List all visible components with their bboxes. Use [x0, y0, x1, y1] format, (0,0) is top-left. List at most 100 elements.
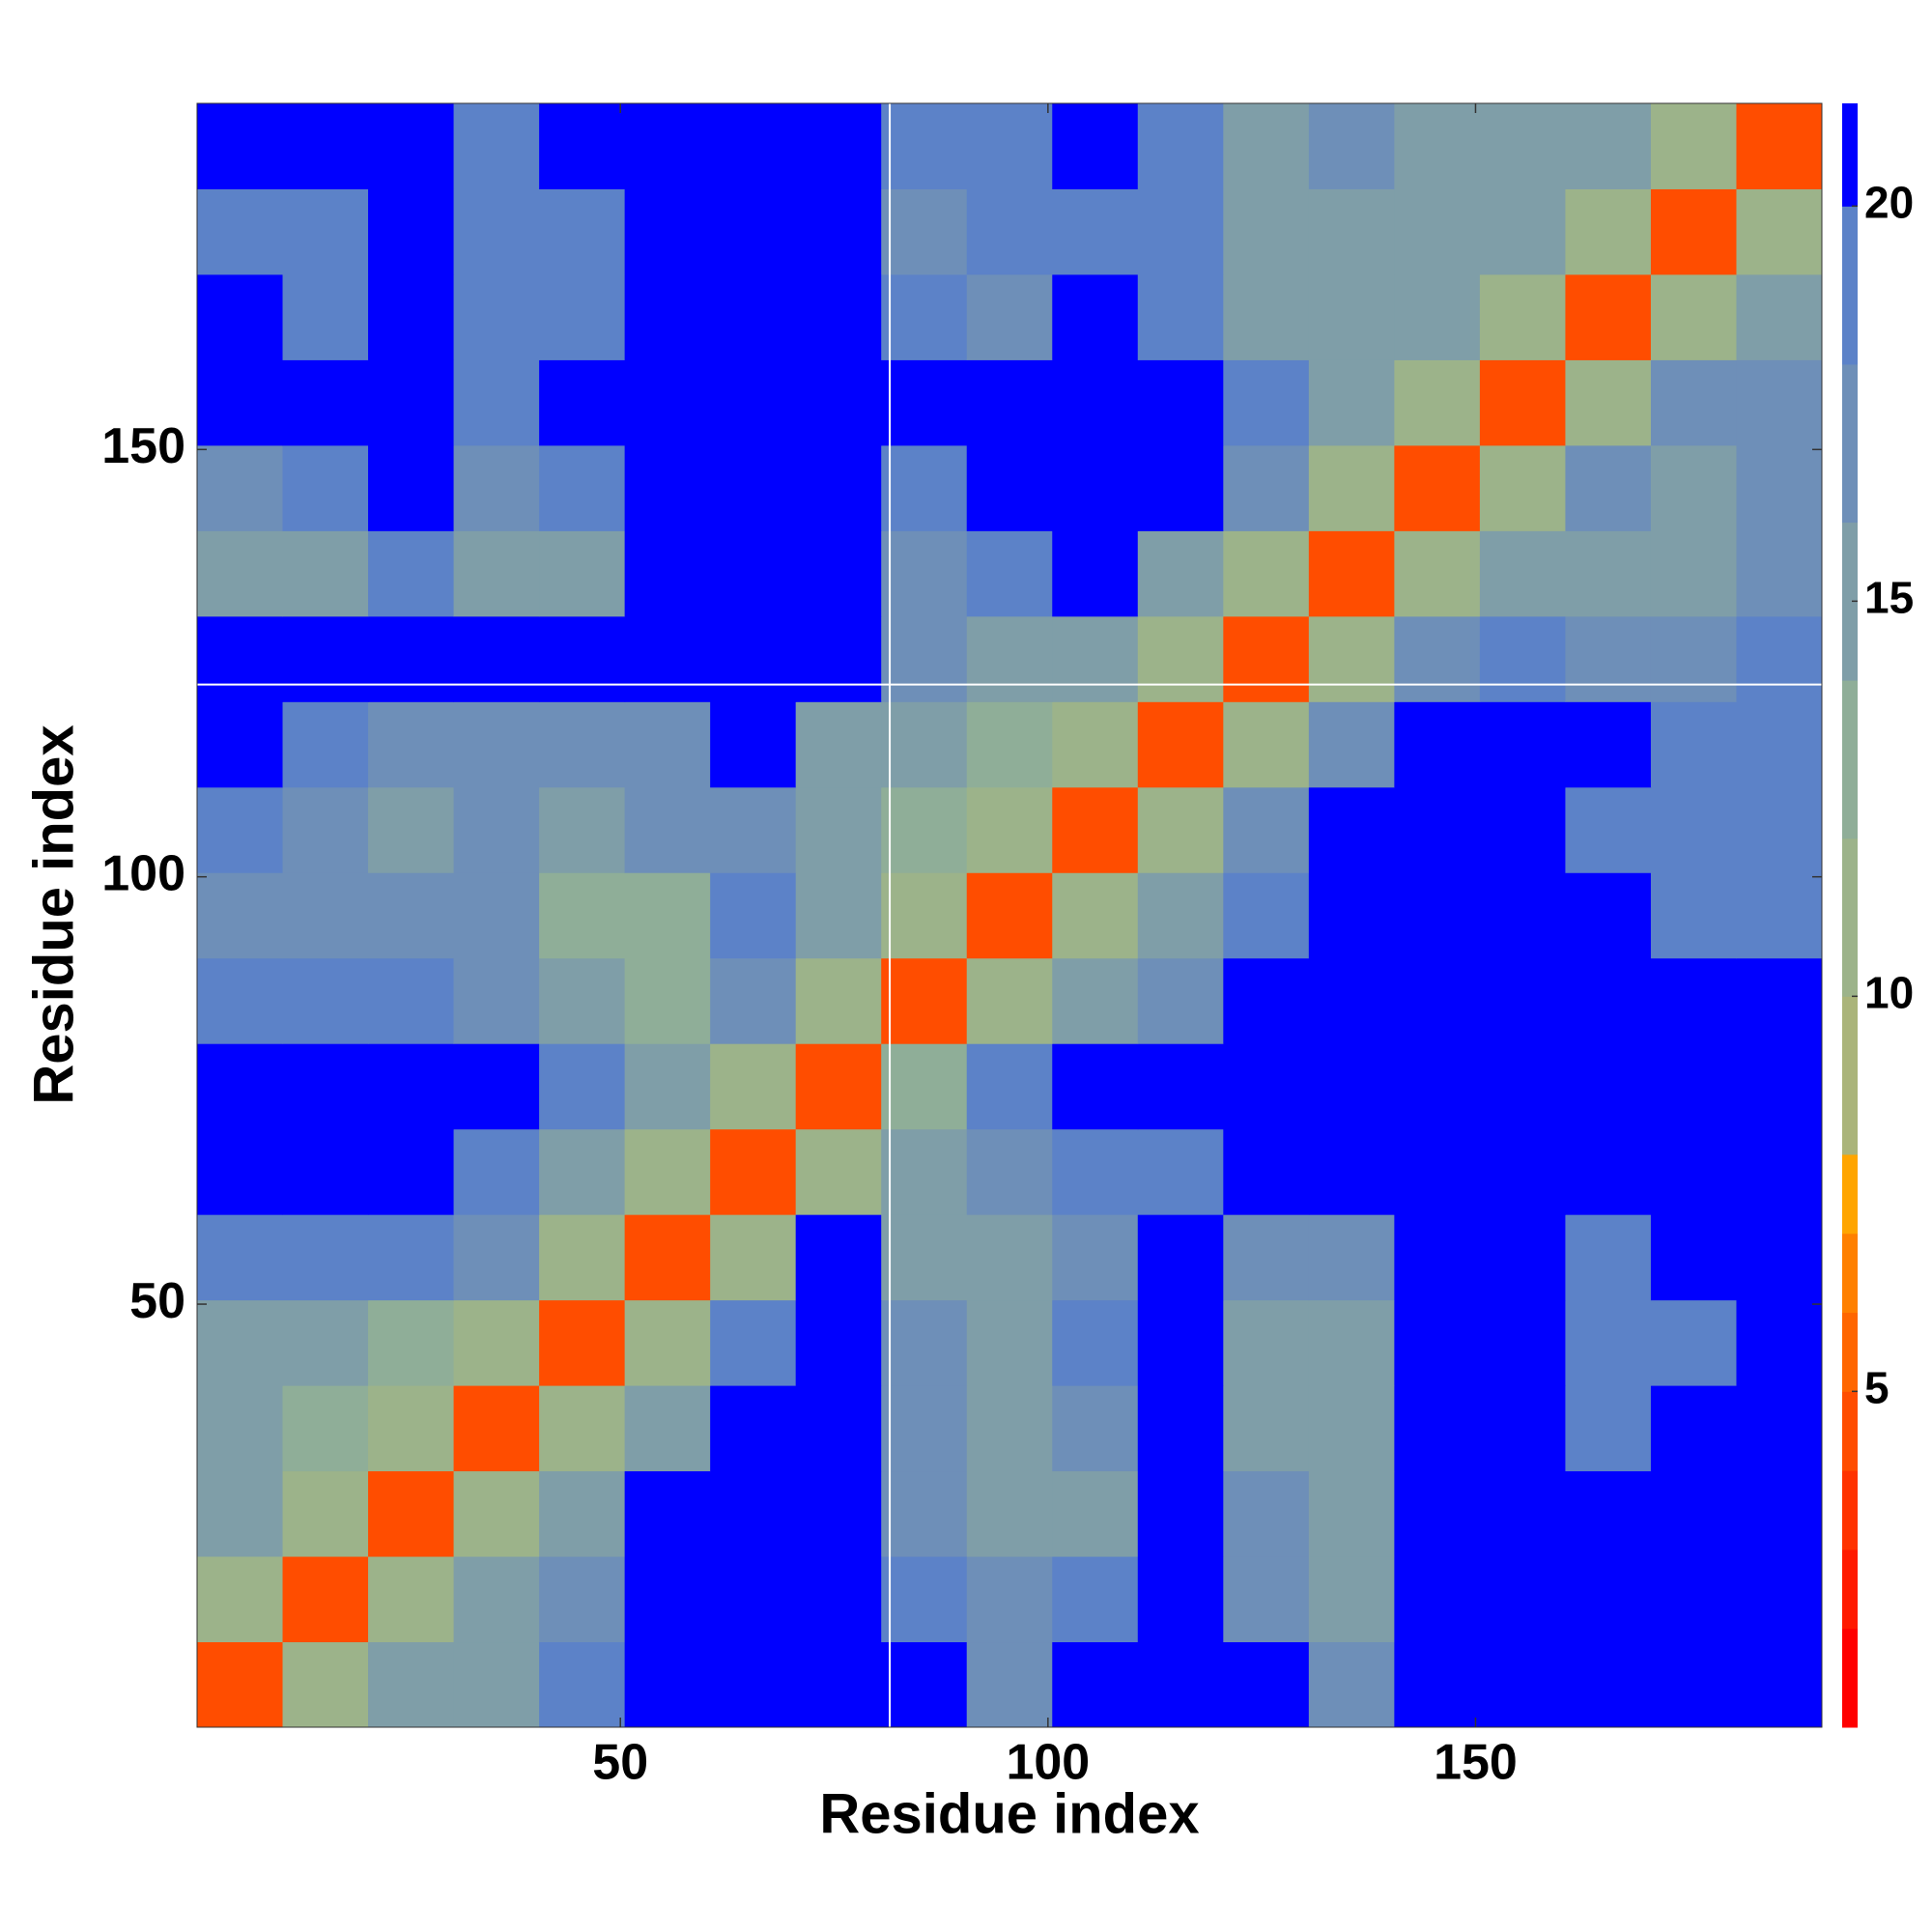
- heatmap-cell: [1565, 1556, 1652, 1643]
- heatmap-cell: [197, 1641, 284, 1728]
- heatmap-cell: [966, 103, 1053, 189]
- heatmap-cell: [1137, 188, 1224, 275]
- heatmap-cell: [1736, 444, 1823, 531]
- heatmap-cell: [368, 957, 455, 1044]
- heatmap-cell: [1223, 530, 1310, 617]
- x-tick-label: 100: [1006, 1735, 1090, 1791]
- heatmap-cell: [1394, 615, 1481, 702]
- heatmap-cell: [1308, 1385, 1395, 1472]
- heatmap-cell: [282, 530, 369, 617]
- colorbar-band: [1842, 206, 1858, 365]
- heatmap-cell: [1137, 1214, 1224, 1301]
- heatmap-cell: [1137, 103, 1224, 189]
- colorbar-band: [1842, 522, 1858, 681]
- heatmap-cell: [197, 188, 284, 275]
- heatmap-cell: [282, 444, 369, 531]
- heatmap-cell: [1052, 1214, 1139, 1301]
- heatmap-cell: [1565, 701, 1652, 788]
- heatmap-cell: [795, 530, 882, 617]
- colorbar-band: [1842, 838, 1858, 997]
- heatmap-cell: [1479, 530, 1566, 617]
- heatmap-cell: [539, 1128, 626, 1215]
- heatmap-cell: [1394, 273, 1481, 360]
- heatmap-cell: [966, 273, 1053, 360]
- heatmap-cell: [1223, 103, 1310, 189]
- heatmap-cell: [1052, 1556, 1139, 1643]
- heatmap-cell: [881, 1556, 968, 1643]
- heatmap-cell: [795, 1641, 882, 1728]
- heatmap-cell: [710, 1556, 797, 1643]
- heatmap-cell: [1479, 1470, 1566, 1557]
- heatmap-cell: [1650, 273, 1737, 360]
- heatmap-cell: [539, 359, 626, 446]
- heatmap-cell: [368, 444, 455, 531]
- heatmap-cell: [368, 273, 455, 360]
- heatmap-cell: [881, 444, 968, 531]
- heatmap-cell: [1052, 701, 1139, 788]
- heatmap-cell: [881, 1299, 968, 1386]
- heatmap-cell: [795, 872, 882, 959]
- heatmap-cell: [624, 1470, 711, 1557]
- heatmap-cell: [1137, 1556, 1224, 1643]
- heatmap-cell: [1052, 444, 1139, 531]
- heatmap-cell: [1137, 1385, 1224, 1472]
- heatmap-cell: [1650, 1556, 1737, 1643]
- heatmap-cell: [1052, 1043, 1139, 1130]
- heatmap-cell: [881, 1385, 968, 1472]
- heatmap-cell: [1052, 1128, 1139, 1215]
- heatmap-cell: [1479, 1556, 1566, 1643]
- heatmap-cell: [1308, 188, 1395, 275]
- heatmap-cell: [881, 1043, 968, 1130]
- heatmap-cell: [795, 1556, 882, 1643]
- heatmap-cell: [710, 1214, 797, 1301]
- heatmap-cell: [1223, 957, 1310, 1044]
- heatmap-cell: [282, 1299, 369, 1386]
- heatmap-cell: [197, 1470, 284, 1557]
- heatmap-cell: [1650, 1043, 1737, 1130]
- heatmap-cell: [795, 1299, 882, 1386]
- heatmap-cell: [1479, 188, 1566, 275]
- heatmap-cell: [1308, 273, 1395, 360]
- heatmap-cell: [539, 872, 626, 959]
- plot-frame: [196, 102, 1823, 1728]
- heatmap-cell: [539, 188, 626, 275]
- heatmap-cell: [368, 872, 455, 959]
- heatmap-cell: [1736, 1299, 1823, 1386]
- heatmap-cell: [1650, 786, 1737, 873]
- heatmap-cell: [453, 1043, 540, 1130]
- heatmap-cell: [1137, 1641, 1224, 1728]
- heatmap-cell: [1223, 1214, 1310, 1301]
- heatmap-cell: [1223, 1385, 1310, 1472]
- heatmap-cell: [795, 1214, 882, 1301]
- heatmap-cell: [710, 103, 797, 189]
- heatmap-cell: [453, 530, 540, 617]
- heatmap-cell: [1052, 273, 1139, 360]
- heatmap-cell: [539, 1641, 626, 1728]
- heatmap-cell: [1479, 957, 1566, 1044]
- heatmap-cell: [453, 273, 540, 360]
- heatmap-cell: [881, 359, 968, 446]
- colorbar-band: [1842, 996, 1858, 1155]
- heatmap-cell: [710, 615, 797, 702]
- heatmap-cell: [539, 1470, 626, 1557]
- heatmap-cell: [453, 701, 540, 788]
- heatmap-cell: [1308, 1556, 1395, 1643]
- heatmap-cell: [1223, 273, 1310, 360]
- heatmap-cell: [453, 103, 540, 189]
- heatmap-cell: [539, 1043, 626, 1130]
- heatmap-cell: [197, 1385, 284, 1472]
- heatmap-cell: [1394, 701, 1481, 788]
- heatmap-cell: [1565, 273, 1652, 360]
- heatmap-cell: [1052, 872, 1139, 959]
- heatmap-cell: [881, 1214, 968, 1301]
- heatmap-cell: [1736, 872, 1823, 959]
- heatmap-cell: [1650, 1641, 1737, 1728]
- heatmap-cell: [624, 530, 711, 617]
- heatmap-cell: [1394, 957, 1481, 1044]
- heatmap-cell: [1736, 957, 1823, 1044]
- heatmap-cell: [1052, 957, 1139, 1044]
- heatmap-cell: [1394, 1299, 1481, 1386]
- heatmap-cell: [1479, 1299, 1566, 1386]
- heatmap-cell: [1394, 786, 1481, 873]
- heatmap-cell: [795, 444, 882, 531]
